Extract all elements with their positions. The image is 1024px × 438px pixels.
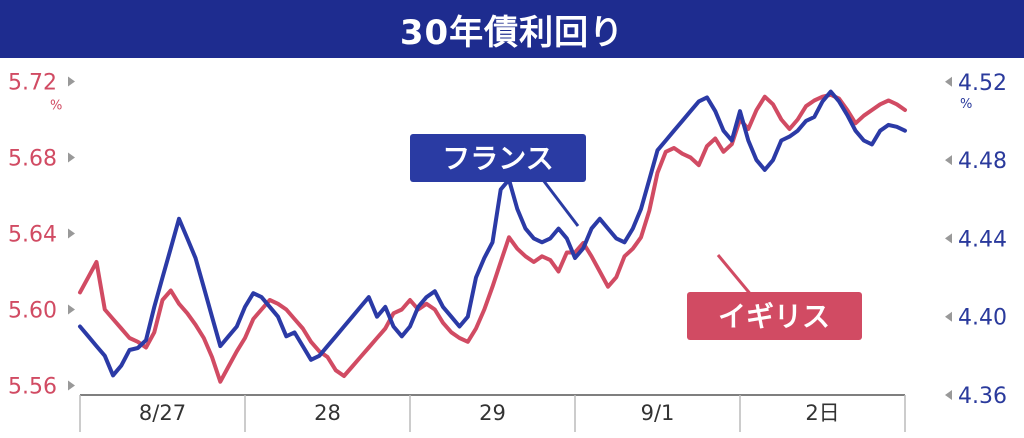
right-tick-marker	[945, 233, 952, 244]
right-tick-label: 4.40	[958, 306, 1007, 331]
france-callout-label: フランス	[442, 142, 553, 175]
left-tick-marker	[68, 228, 75, 239]
chart-title: 30年債利回り	[399, 12, 625, 53]
left-tick-label: 5.64	[8, 223, 57, 248]
uk-callout-box	[687, 292, 862, 340]
left-tick-label: 5.72	[8, 71, 57, 96]
right-tick-marker	[945, 76, 952, 87]
left-unit-label: %	[50, 99, 62, 114]
left-tick-marker	[68, 76, 75, 87]
left-tick-marker	[68, 152, 75, 163]
uk-callout-label: イギリス	[718, 300, 830, 333]
right-tick-label: 4.44	[958, 227, 1007, 252]
x-tick-label: 29	[479, 401, 506, 425]
x-tick-label: 9/1	[641, 401, 675, 425]
series-line-france	[78, 89, 907, 378]
left-tick-label: 5.60	[8, 299, 57, 324]
right-unit-label: %	[960, 97, 972, 112]
left-tick-label: 5.56	[8, 375, 57, 400]
right-tick-marker	[945, 155, 952, 166]
left-tick-label: 5.68	[8, 147, 57, 172]
x-tick-label: 8/27	[139, 401, 186, 425]
title-bar: 30年債利回り	[0, 0, 1024, 58]
series-line-uk	[78, 92, 907, 384]
left-tick-marker	[68, 304, 75, 315]
left-tick-marker	[68, 380, 75, 391]
right-tick-label: 4.48	[958, 149, 1007, 174]
uk-callout-pointer	[716, 254, 754, 297]
right-tick-label: 4.52	[958, 71, 1007, 96]
x-tick-label: 28	[314, 401, 341, 425]
france-callout-pointer	[538, 175, 580, 227]
right-tick-marker	[945, 311, 952, 322]
france-callout-box	[410, 134, 586, 182]
right-tick-marker	[945, 390, 952, 400]
x-tick-label: 2日	[805, 401, 839, 425]
right-tick-label: 4.36	[958, 384, 1007, 409]
